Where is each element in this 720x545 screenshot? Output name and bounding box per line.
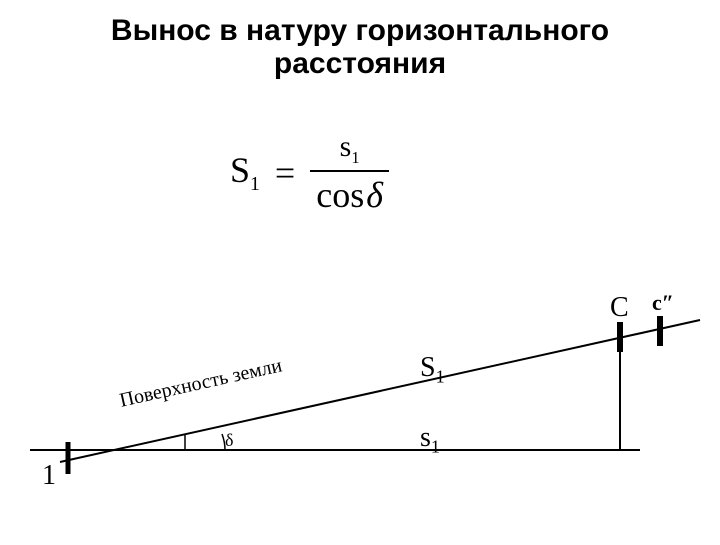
point-c2-label: c″ — [652, 290, 674, 316]
point-1-label: 1 — [42, 460, 56, 492]
S1-sub: 1 — [436, 367, 445, 387]
s1-sub: 1 — [431, 437, 440, 457]
formula-lhs: S — [230, 150, 250, 190]
formula-den-var: δ — [366, 175, 383, 215]
formula-num: s — [340, 130, 352, 163]
diagram: Поверхность земли δ 1 C c″ S1 s1 — [0, 280, 720, 540]
S1-main: S — [420, 352, 436, 383]
formula: S1 = s1 cosδ — [230, 130, 389, 216]
s1-diagram-label: s1 — [420, 422, 440, 458]
point-C-label: C — [610, 292, 629, 324]
title-line-1: Вынос в натуру горизонтального — [0, 14, 720, 47]
title-line-2: расстояния — [0, 47, 720, 80]
angle-label: δ — [225, 430, 233, 451]
formula-lhs-sub: 1 — [250, 174, 260, 196]
s1-main: s — [420, 422, 431, 453]
formula-num-sub: 1 — [351, 148, 359, 167]
S1-diagram-label: S1 — [420, 352, 445, 388]
equals-sign: = — [275, 152, 295, 194]
formula-den-func: cos — [316, 175, 364, 215]
